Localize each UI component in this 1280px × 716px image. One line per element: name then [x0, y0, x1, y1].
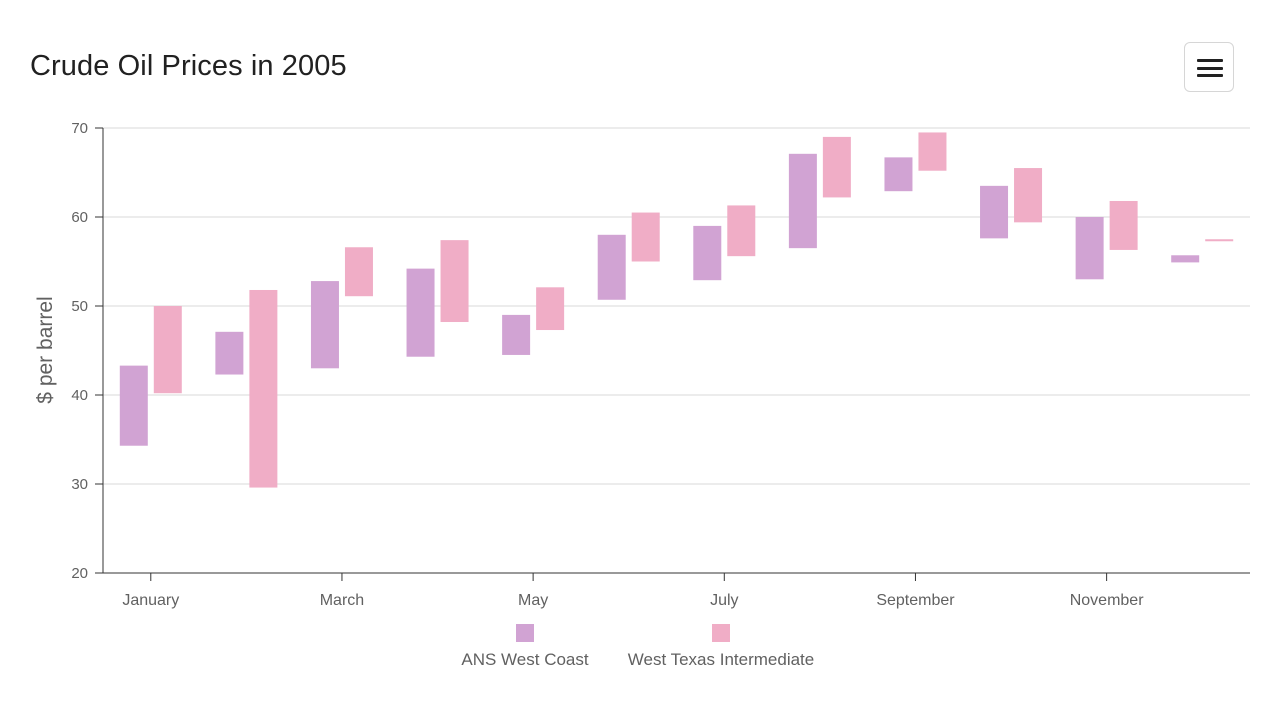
- y-tick-label: 40: [71, 387, 88, 404]
- bar-west-texas-intermediate-feb[interactable]: [249, 289, 278, 488]
- bar-ans-west-coast-may[interactable]: [502, 314, 531, 355]
- bar-ans-west-coast-feb[interactable]: [215, 331, 244, 375]
- bar-west-texas-intermediate-aug[interactable]: [822, 136, 851, 198]
- chart-menu-button[interactable]: [1184, 42, 1234, 92]
- bar-west-texas-intermediate-jul[interactable]: [727, 205, 756, 257]
- y-tick-label: 30: [71, 476, 88, 493]
- hamburger-menu-icon: [1197, 59, 1223, 77]
- legend-swatch-west-texas-intermediate: [712, 624, 730, 642]
- chart-title: Crude Oil Prices in 2005: [30, 50, 347, 82]
- x-tick-label: March: [320, 592, 364, 609]
- bar-ans-west-coast-aug[interactable]: [788, 153, 817, 249]
- bar-west-texas-intermediate-may[interactable]: [536, 287, 565, 331]
- bars: [119, 132, 1234, 488]
- bar-ans-west-coast-nov[interactable]: [1075, 217, 1104, 280]
- bar-west-texas-intermediate-mar[interactable]: [344, 247, 373, 297]
- bar-ans-west-coast-mar[interactable]: [310, 281, 339, 369]
- bar-west-texas-intermediate-apr[interactable]: [440, 240, 469, 323]
- bar-west-texas-intermediate-oct[interactable]: [1014, 168, 1043, 223]
- bar-ans-west-coast-jun[interactable]: [597, 234, 626, 300]
- x-tick-label: September: [876, 592, 955, 609]
- x-tick-label: November: [1070, 592, 1144, 609]
- y-tick-label: 20: [71, 565, 88, 582]
- legend-item-west-texas-intermediate[interactable]: West Texas Intermediate: [616, 622, 826, 670]
- x-tick-label: July: [710, 592, 738, 609]
- gridlines: [103, 127, 1250, 485]
- bar-west-texas-intermediate-jan[interactable]: [153, 306, 182, 394]
- bar-ans-west-coast-sep[interactable]: [884, 157, 913, 192]
- legend-item-ans-west-coast[interactable]: ANS West Coast: [455, 622, 595, 670]
- x-tick-label: May: [518, 592, 548, 609]
- chart-legend: ANS West Coast West Texas Intermediate: [0, 622, 1280, 682]
- bar-west-texas-intermediate-dec[interactable]: [1205, 239, 1234, 242]
- x-tick-label: January: [122, 592, 179, 609]
- y-axis-label: $ per barrel: [34, 296, 57, 403]
- legend-label-ans-west-coast: ANS West Coast: [461, 650, 589, 669]
- bar-west-texas-intermediate-nov[interactable]: [1109, 200, 1138, 250]
- legend-swatch-ans-west-coast: [516, 624, 534, 642]
- axes: 20 30 40 50 60 70 January March May July September…: [71, 120, 1250, 609]
- bar-ans-west-coast-oct[interactable]: [980, 185, 1009, 239]
- bar-ans-west-coast-jan[interactable]: [119, 365, 148, 446]
- bar-ans-west-coast-jul[interactable]: [693, 225, 722, 281]
- bar-west-texas-intermediate-sep[interactable]: [918, 132, 947, 171]
- bar-west-texas-intermediate-jun[interactable]: [631, 212, 660, 262]
- y-tick-label: 70: [71, 120, 88, 137]
- bar-ans-west-coast-dec[interactable]: [1171, 255, 1200, 263]
- legend-label-west-texas-intermediate: West Texas Intermediate: [627, 650, 815, 669]
- y-tick-label: 50: [71, 298, 88, 315]
- y-tick-label: 60: [71, 209, 88, 226]
- bar-ans-west-coast-apr[interactable]: [406, 268, 435, 357]
